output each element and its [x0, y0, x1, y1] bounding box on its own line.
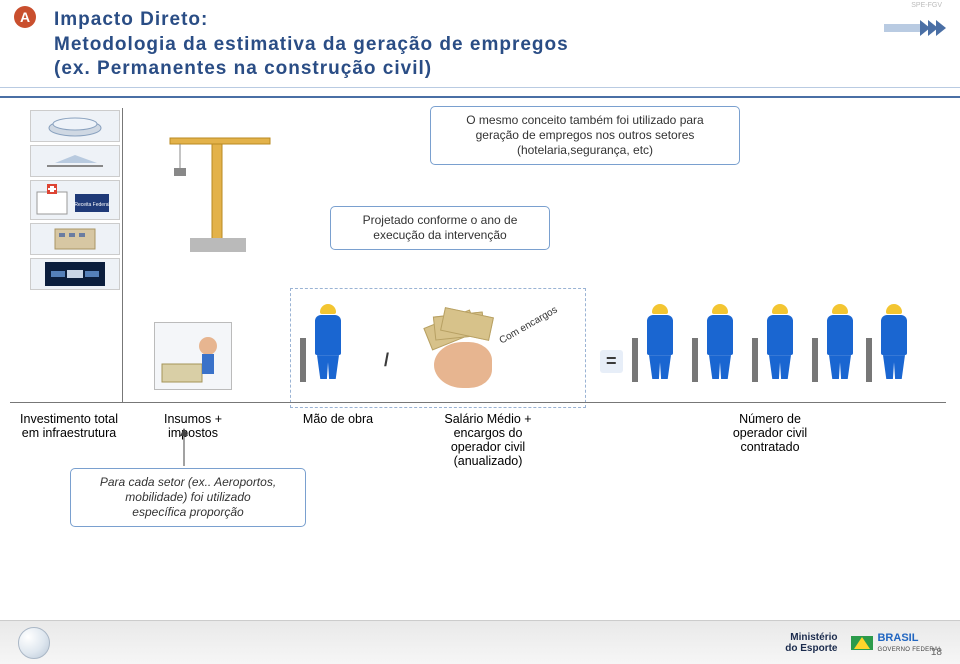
result-worker-4 [820, 304, 860, 386]
page-number: 18 [931, 647, 942, 658]
mao-de-obra-illustration [308, 304, 348, 386]
ministerio-line2: do Esporte [785, 643, 837, 654]
arrow-sector-to-insumos [174, 428, 194, 468]
note-sector: Para cada setor (ex.. Aeroportos, mobili… [70, 468, 306, 527]
ministerio-line1: Ministério [785, 632, 837, 643]
content-area: O mesmo conceito também foi utilizado pa… [0, 98, 960, 118]
note-concept: O mesmo conceito também foi utilizado pa… [430, 106, 740, 165]
label-salario: Salário Médio + encargos do operador civ… [418, 412, 558, 468]
divide-operator: / [384, 350, 389, 371]
flow-divider-line [10, 402, 946, 403]
stadium-icon [30, 110, 120, 142]
ministerio-esporte-logo: Ministério do Esporte [785, 632, 837, 654]
label-mao-de-obra: Mão de obra [290, 412, 386, 426]
brasil-flag-icon [851, 636, 873, 650]
brasil-gov-logo: BRASIL GOVERNO FEDERAL [851, 633, 942, 653]
top-right-tag: SPE-FGV [911, 2, 942, 9]
svg-text:Receita Federal: Receita Federal [74, 202, 109, 208]
slide-header: A Impacto Direto: Metodologia da estimat… [0, 0, 960, 98]
crane-illustration [160, 108, 280, 258]
flow-vertical-line [122, 108, 123, 402]
label-numero: Número de operador civil contratado [700, 412, 840, 454]
satellite-icon [30, 258, 120, 290]
insumos-illustration [154, 322, 232, 390]
salary-illustration [418, 306, 510, 392]
label-investment: Investimento total em infraestrutura [14, 412, 124, 440]
result-worker-1 [640, 304, 680, 386]
title-line-2: Metodologia da estimativa da geração de … [54, 33, 940, 58]
infrastructure-icon-column: Receita Federal [30, 110, 120, 290]
result-worker-5 [874, 304, 914, 386]
hotel-icon [30, 223, 120, 255]
note-projection: Projetado conforme o ano de execução da … [330, 206, 550, 250]
slide-footer: Ministério do Esporte BRASIL GOVERNO FED… [0, 620, 960, 664]
gov-line1: BRASIL [877, 632, 918, 644]
title-line-1: Impacto Direto: [54, 8, 940, 33]
result-worker-3 [760, 304, 800, 386]
note-concept-text: O mesmo conceito também foi utilizado pa… [466, 113, 703, 157]
header-chevrons [884, 20, 946, 36]
result-worker-2 [700, 304, 740, 386]
football-icon [18, 627, 50, 659]
title-line-3: (ex. Permanentes na construção civil) [54, 57, 940, 82]
section-letter-badge: A [14, 6, 36, 28]
note-projection-text: Projetado conforme o ano de execução da … [363, 213, 518, 242]
footer-branding: Ministério do Esporte BRASIL GOVERNO FED… [785, 632, 942, 654]
airport-icon [30, 145, 120, 177]
equals-operator: = [600, 350, 623, 373]
hospital-receita-icon: Receita Federal [30, 180, 120, 220]
note-sector-text: Para cada setor (ex.. Aeroportos, mobili… [100, 475, 276, 519]
